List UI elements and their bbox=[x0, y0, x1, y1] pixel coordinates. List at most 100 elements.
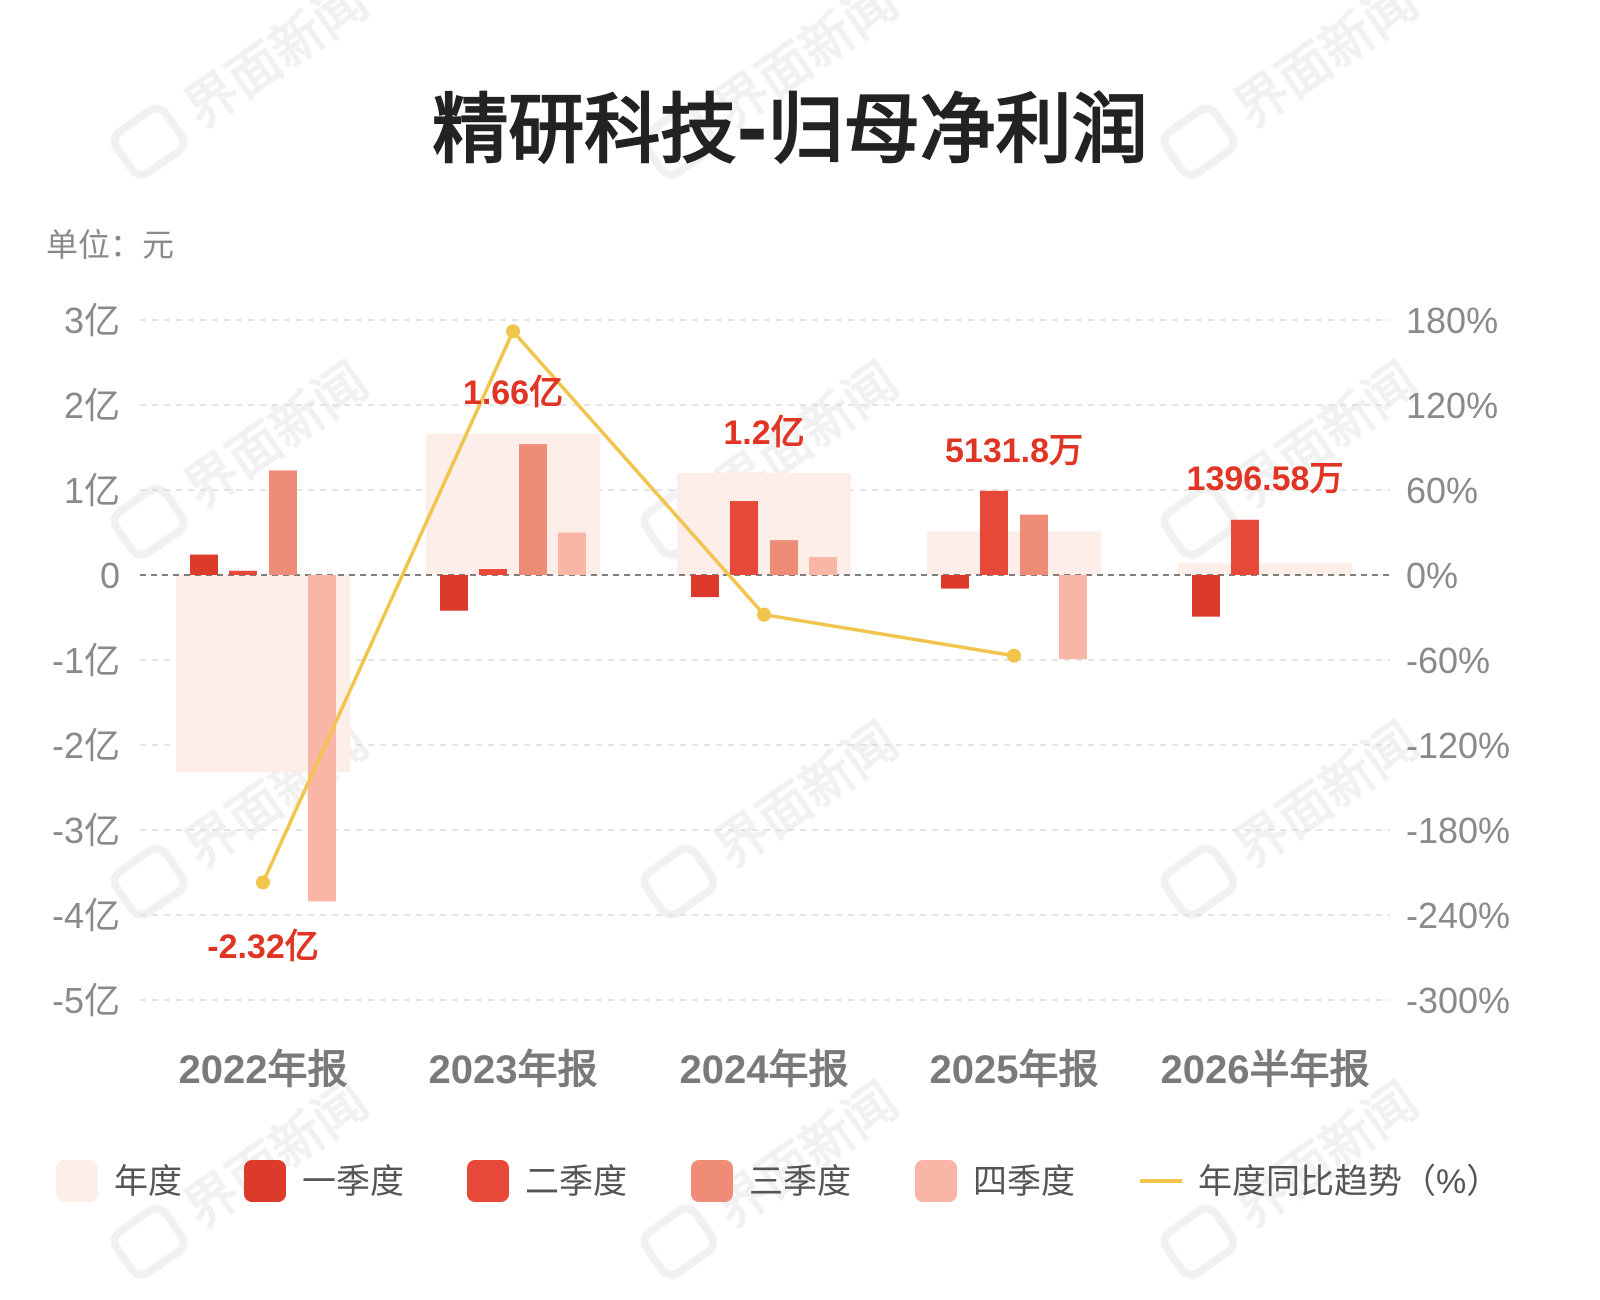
watermark-text: 界面新闻 bbox=[705, 1072, 909, 1239]
y-axis-left: 3亿 2亿 1亿 0 -1亿 -2亿 -3亿 -4亿 -5亿 bbox=[52, 300, 120, 1021]
legend-item-q2: 二季度 bbox=[467, 1160, 627, 1202]
y-tick-right: -180% bbox=[1406, 810, 1510, 851]
legend-item-q4: 四季度 bbox=[915, 1160, 1075, 1202]
y-tick-right: 0% bbox=[1406, 555, 1458, 596]
y-tick-right: -240% bbox=[1406, 895, 1510, 936]
quarter-bar-q1 bbox=[1192, 575, 1220, 617]
y-tick-right: -120% bbox=[1406, 725, 1510, 766]
y-tick-left: 1亿 bbox=[64, 470, 120, 511]
legend-label: 二季度 bbox=[525, 1163, 627, 1201]
legend-item-q3: 三季度 bbox=[691, 1160, 851, 1202]
trend-point bbox=[256, 875, 270, 890]
trend-polyline bbox=[261, 328, 1015, 884]
quarter-bar-q2 bbox=[229, 570, 257, 575]
watermark-text: 界面新闻 bbox=[1225, 1072, 1429, 1239]
quarter-bars bbox=[190, 444, 1259, 902]
legend-label: 三季度 bbox=[749, 1163, 851, 1201]
quarter-bar-q1 bbox=[691, 575, 719, 598]
watermark-logo-icon bbox=[110, 104, 188, 179]
quarter-bar-q4 bbox=[1059, 575, 1087, 660]
y-tick-right: 180% bbox=[1406, 300, 1498, 341]
trend-line bbox=[256, 324, 1021, 890]
y-tick-left: -4亿 bbox=[52, 895, 120, 936]
legend-label: 年度同比趋势（%） bbox=[1198, 1163, 1500, 1201]
legend-swatch bbox=[467, 1160, 509, 1202]
x-tick-label: 2025年报 bbox=[930, 1048, 1099, 1092]
quarter-bar-q3 bbox=[770, 540, 798, 575]
watermark: 界面新闻 bbox=[110, 0, 379, 179]
legend-swatch bbox=[244, 1160, 286, 1202]
annual-value-label: 1396.58万 bbox=[1187, 460, 1344, 498]
quarter-bar-q4 bbox=[308, 575, 336, 902]
y-tick-left: 0 bbox=[100, 555, 120, 596]
y-tick-left: -5亿 bbox=[52, 980, 120, 1021]
watermark: 界面新闻 bbox=[640, 712, 909, 919]
annual-bar bbox=[1178, 563, 1352, 575]
legend-item-trend: 年度同比趋势（%） bbox=[1140, 1163, 1500, 1201]
watermark-logo-icon bbox=[1160, 1204, 1238, 1279]
x-tick-label: 2026半年报 bbox=[1161, 1048, 1370, 1092]
legend-item-annual: 年度 bbox=[56, 1160, 182, 1202]
watermark-logo-icon bbox=[640, 1204, 718, 1279]
y-tick-right: 60% bbox=[1406, 470, 1478, 511]
trend-point bbox=[1007, 648, 1021, 663]
quarter-bar-q3 bbox=[519, 444, 547, 575]
quarter-bar-q2 bbox=[980, 490, 1008, 575]
legend-label: 一季度 bbox=[302, 1163, 404, 1201]
x-axis: 2022年报 2023年报 2024年报 2025年报 2026半年报 bbox=[179, 1048, 1370, 1092]
quarter-bar-q3 bbox=[269, 470, 297, 575]
watermark: 界面新闻 bbox=[110, 352, 379, 559]
quarter-bar-q4 bbox=[809, 557, 837, 575]
annual-labels: -2.32亿 1.66亿 1.2亿 5131.8万 1396.58万 bbox=[207, 374, 1343, 966]
quarter-bar-q2 bbox=[479, 569, 507, 575]
quarter-bar-q4 bbox=[558, 532, 586, 575]
unit-label: 单位：元 bbox=[46, 227, 174, 263]
y-tick-right: 120% bbox=[1406, 385, 1498, 426]
watermark-logo-icon bbox=[110, 484, 188, 559]
chart-title: 精研科技-归母净利润 bbox=[432, 85, 1148, 174]
y-tick-left: 2亿 bbox=[64, 385, 120, 426]
y-tick-left: -1亿 bbox=[52, 640, 120, 681]
watermark-text: 界面新闻 bbox=[175, 0, 379, 139]
watermark-text: 界面新闻 bbox=[175, 1072, 379, 1239]
annual-value-label: -2.32亿 bbox=[207, 928, 319, 966]
y-axis-right: 180% 120% 60% 0% -60% -120% -180% -240% -300% bbox=[1406, 300, 1510, 1021]
watermark: 界面新闻 bbox=[1160, 352, 1429, 559]
trend-point bbox=[757, 607, 771, 622]
annual-value-label: 5131.8万 bbox=[945, 432, 1083, 470]
legend-label: 年度 bbox=[114, 1163, 182, 1201]
legend-swatch bbox=[691, 1160, 733, 1202]
x-tick-label: 2024年报 bbox=[680, 1048, 849, 1092]
y-tick-left: -2亿 bbox=[52, 725, 120, 766]
x-tick-label: 2023年报 bbox=[429, 1048, 598, 1092]
quarter-bar-q3 bbox=[1020, 514, 1048, 575]
watermark: 界面新闻 bbox=[1160, 0, 1429, 179]
annual-value-label: 1.2亿 bbox=[723, 414, 804, 452]
y-tick-right: -300% bbox=[1406, 980, 1510, 1021]
watermark-text: 界面新闻 bbox=[1225, 712, 1429, 879]
y-tick-left: -3亿 bbox=[52, 810, 120, 851]
trend-point bbox=[506, 324, 520, 339]
quarter-bar-q2 bbox=[1231, 519, 1259, 575]
watermark-logo-icon bbox=[110, 844, 188, 919]
watermark-logo-icon bbox=[1160, 844, 1238, 919]
legend-swatch bbox=[56, 1160, 98, 1202]
annual-value-label: 1.66亿 bbox=[463, 374, 563, 412]
y-tick-right: -60% bbox=[1406, 640, 1490, 681]
watermark-logo-icon bbox=[1160, 484, 1238, 559]
annual-bar bbox=[927, 531, 1101, 575]
y-tick-left: 3亿 bbox=[64, 300, 120, 341]
watermark-logo-icon bbox=[640, 104, 718, 179]
legend-label: 四季度 bbox=[973, 1163, 1075, 1201]
x-tick-label: 2022年报 bbox=[179, 1048, 348, 1092]
legend-item-q1: 一季度 bbox=[244, 1160, 404, 1202]
watermark-text: 界面新闻 bbox=[705, 712, 909, 879]
quarter-bar-q1 bbox=[190, 554, 218, 575]
watermark-logo-icon bbox=[1160, 104, 1238, 179]
watermark-logo-icon bbox=[640, 844, 718, 919]
quarter-bar-q2 bbox=[730, 501, 758, 575]
watermark-logo-icon bbox=[110, 1204, 188, 1279]
legend: 年度 一季度 二季度 三季度 四季度 年度同比趋势（%） bbox=[56, 1160, 1500, 1202]
annual-bars bbox=[176, 433, 1352, 773]
